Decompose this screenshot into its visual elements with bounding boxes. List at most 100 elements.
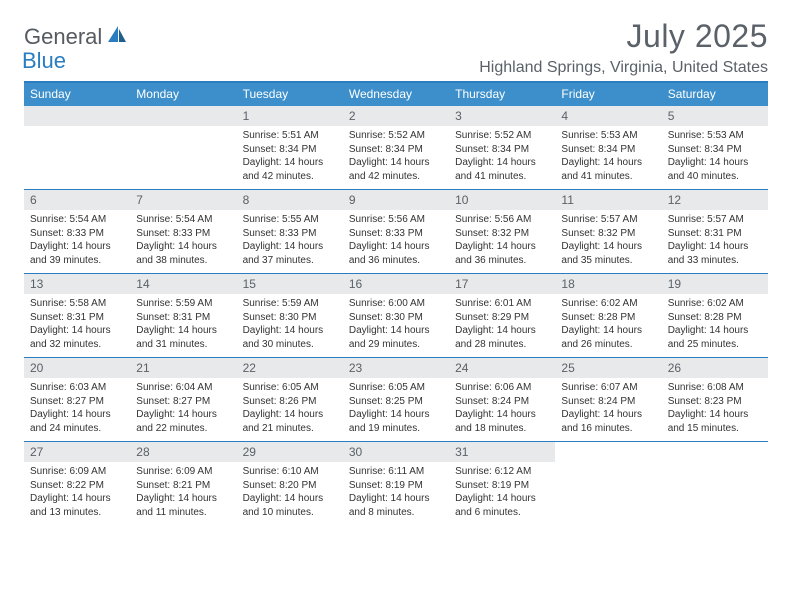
dayhead-sat: Saturday (662, 83, 768, 106)
day-number (662, 442, 768, 462)
day-number: 18 (555, 274, 661, 294)
calendar-cell: 15Sunrise: 5:59 AMSunset: 8:30 PMDayligh… (237, 274, 343, 357)
day-number: 17 (449, 274, 555, 294)
calendar-cell (24, 106, 130, 189)
weeks-container: 1Sunrise: 5:51 AMSunset: 8:34 PMDaylight… (24, 106, 768, 525)
day-details: Sunrise: 6:01 AMSunset: 8:29 PMDaylight:… (449, 294, 555, 357)
day-details: Sunrise: 5:58 AMSunset: 8:31 PMDaylight:… (24, 294, 130, 357)
calendar-cell: 12Sunrise: 5:57 AMSunset: 8:31 PMDayligh… (662, 190, 768, 273)
day-details: Sunrise: 5:51 AMSunset: 8:34 PMDaylight:… (237, 126, 343, 189)
day-details: Sunrise: 5:54 AMSunset: 8:33 PMDaylight:… (130, 210, 236, 273)
day-number: 4 (555, 106, 661, 126)
day-number: 22 (237, 358, 343, 378)
calendar-cell: 19Sunrise: 6:02 AMSunset: 8:28 PMDayligh… (662, 274, 768, 357)
day-number: 16 (343, 274, 449, 294)
day-number: 14 (130, 274, 236, 294)
day-details: Sunrise: 6:11 AMSunset: 8:19 PMDaylight:… (343, 462, 449, 525)
calendar-cell (130, 106, 236, 189)
day-details: Sunrise: 6:12 AMSunset: 8:19 PMDaylight:… (449, 462, 555, 525)
calendar-cell: 20Sunrise: 6:03 AMSunset: 8:27 PMDayligh… (24, 358, 130, 441)
calendar-cell: 3Sunrise: 5:52 AMSunset: 8:34 PMDaylight… (449, 106, 555, 189)
day-details: Sunrise: 5:52 AMSunset: 8:34 PMDaylight:… (449, 126, 555, 189)
logo-text-blue: Blue (22, 48, 66, 73)
day-number (24, 106, 130, 126)
title-block: July 2025 Highland Springs, Virginia, Un… (479, 18, 768, 77)
day-number: 8 (237, 190, 343, 210)
day-number: 27 (24, 442, 130, 462)
calendar-cell: 4Sunrise: 5:53 AMSunset: 8:34 PMDaylight… (555, 106, 661, 189)
calendar-cell: 14Sunrise: 5:59 AMSunset: 8:31 PMDayligh… (130, 274, 236, 357)
day-number: 25 (555, 358, 661, 378)
day-number: 26 (662, 358, 768, 378)
day-details: Sunrise: 6:06 AMSunset: 8:24 PMDaylight:… (449, 378, 555, 441)
day-details: Sunrise: 5:57 AMSunset: 8:32 PMDaylight:… (555, 210, 661, 273)
day-number: 24 (449, 358, 555, 378)
calendar-cell: 18Sunrise: 6:02 AMSunset: 8:28 PMDayligh… (555, 274, 661, 357)
logo-blue-wrap: Blue (24, 48, 66, 74)
day-number (555, 442, 661, 462)
day-details: Sunrise: 5:59 AMSunset: 8:30 PMDaylight:… (237, 294, 343, 357)
day-details (662, 462, 768, 520)
calendar-cell: 1Sunrise: 5:51 AMSunset: 8:34 PMDaylight… (237, 106, 343, 189)
calendar-cell: 22Sunrise: 6:05 AMSunset: 8:26 PMDayligh… (237, 358, 343, 441)
day-header-row: Sunday Monday Tuesday Wednesday Thursday… (24, 83, 768, 106)
day-details: Sunrise: 6:03 AMSunset: 8:27 PMDaylight:… (24, 378, 130, 441)
day-details: Sunrise: 5:59 AMSunset: 8:31 PMDaylight:… (130, 294, 236, 357)
day-details (555, 462, 661, 520)
day-number: 10 (449, 190, 555, 210)
calendar-cell: 11Sunrise: 5:57 AMSunset: 8:32 PMDayligh… (555, 190, 661, 273)
calendar-cell: 25Sunrise: 6:07 AMSunset: 8:24 PMDayligh… (555, 358, 661, 441)
calendar-cell: 6Sunrise: 5:54 AMSunset: 8:33 PMDaylight… (24, 190, 130, 273)
logo-text-general: General (24, 24, 102, 50)
day-details: Sunrise: 5:57 AMSunset: 8:31 PMDaylight:… (662, 210, 768, 273)
calendar-cell: 31Sunrise: 6:12 AMSunset: 8:19 PMDayligh… (449, 442, 555, 525)
dayhead-sun: Sunday (24, 83, 130, 106)
day-details: Sunrise: 6:10 AMSunset: 8:20 PMDaylight:… (237, 462, 343, 525)
calendar-cell: 13Sunrise: 5:58 AMSunset: 8:31 PMDayligh… (24, 274, 130, 357)
day-number: 2 (343, 106, 449, 126)
calendar-cell: 28Sunrise: 6:09 AMSunset: 8:21 PMDayligh… (130, 442, 236, 525)
header: General July 2025 Highland Springs, Virg… (24, 18, 768, 77)
calendar-cell: 2Sunrise: 5:52 AMSunset: 8:34 PMDaylight… (343, 106, 449, 189)
month-year: July 2025 (479, 18, 768, 55)
day-details: Sunrise: 6:02 AMSunset: 8:28 PMDaylight:… (555, 294, 661, 357)
calendar-cell: 26Sunrise: 6:08 AMSunset: 8:23 PMDayligh… (662, 358, 768, 441)
day-details: Sunrise: 5:54 AMSunset: 8:33 PMDaylight:… (24, 210, 130, 273)
day-number: 30 (343, 442, 449, 462)
dayhead-tue: Tuesday (237, 83, 343, 106)
dayhead-fri: Friday (555, 83, 661, 106)
dayhead-wed: Wednesday (343, 83, 449, 106)
day-number: 31 (449, 442, 555, 462)
day-number: 29 (237, 442, 343, 462)
day-number: 20 (24, 358, 130, 378)
day-number: 6 (24, 190, 130, 210)
location: Highland Springs, Virginia, United State… (479, 59, 768, 77)
day-details (24, 126, 130, 184)
calendar-cell: 17Sunrise: 6:01 AMSunset: 8:29 PMDayligh… (449, 274, 555, 357)
calendar-cell: 16Sunrise: 6:00 AMSunset: 8:30 PMDayligh… (343, 274, 449, 357)
day-number: 13 (24, 274, 130, 294)
day-details: Sunrise: 5:56 AMSunset: 8:32 PMDaylight:… (449, 210, 555, 273)
day-details: Sunrise: 5:56 AMSunset: 8:33 PMDaylight:… (343, 210, 449, 273)
week-row: 13Sunrise: 5:58 AMSunset: 8:31 PMDayligh… (24, 273, 768, 357)
calendar-cell: 23Sunrise: 6:05 AMSunset: 8:25 PMDayligh… (343, 358, 449, 441)
calendar-cell: 5Sunrise: 5:53 AMSunset: 8:34 PMDaylight… (662, 106, 768, 189)
calendar-cell: 24Sunrise: 6:06 AMSunset: 8:24 PMDayligh… (449, 358, 555, 441)
day-number: 1 (237, 106, 343, 126)
dayhead-mon: Monday (130, 83, 236, 106)
day-details: Sunrise: 5:52 AMSunset: 8:34 PMDaylight:… (343, 126, 449, 189)
day-details: Sunrise: 5:53 AMSunset: 8:34 PMDaylight:… (662, 126, 768, 189)
logo-sail-icon (107, 25, 127, 48)
day-details: Sunrise: 6:00 AMSunset: 8:30 PMDaylight:… (343, 294, 449, 357)
week-row: 20Sunrise: 6:03 AMSunset: 8:27 PMDayligh… (24, 357, 768, 441)
day-number: 19 (662, 274, 768, 294)
day-details: Sunrise: 6:05 AMSunset: 8:26 PMDaylight:… (237, 378, 343, 441)
day-details: Sunrise: 6:05 AMSunset: 8:25 PMDaylight:… (343, 378, 449, 441)
day-number: 3 (449, 106, 555, 126)
day-details: Sunrise: 6:07 AMSunset: 8:24 PMDaylight:… (555, 378, 661, 441)
dayhead-thu: Thursday (449, 83, 555, 106)
day-details: Sunrise: 6:08 AMSunset: 8:23 PMDaylight:… (662, 378, 768, 441)
calendar-cell: 29Sunrise: 6:10 AMSunset: 8:20 PMDayligh… (237, 442, 343, 525)
day-number: 23 (343, 358, 449, 378)
day-number: 7 (130, 190, 236, 210)
